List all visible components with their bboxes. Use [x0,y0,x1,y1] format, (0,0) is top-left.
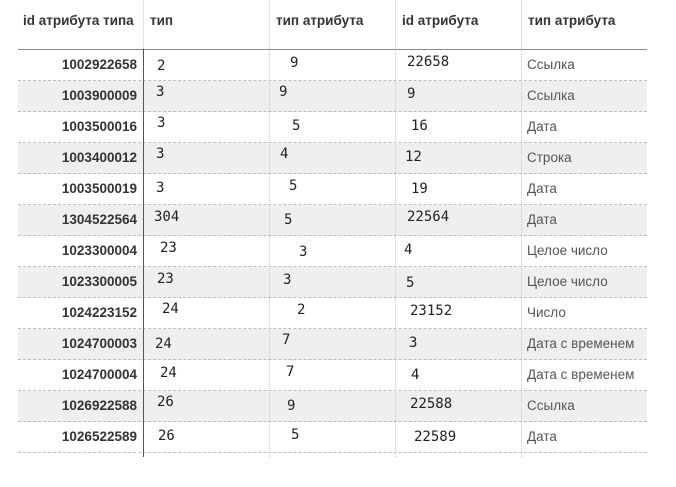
cell-type-name: Дата [527,181,557,196]
cell-attr-type: 5 [292,118,301,134]
cell-id-type-attr: 1003900009 [61,88,137,103]
attribute-types-table: id атрибута типа тип тип атрибута id атр… [18,0,647,457]
cell-id-type-attr: 1024700003 [61,336,137,351]
column-divider [521,49,522,457]
cell-attr-type: 5 [291,427,300,443]
table-header: id атрибута типа тип тип атрибута id атр… [18,0,647,50]
cell-id-type-attr: 1026522589 [61,429,137,444]
table-row: 1003500019 3 5 19 Дата [18,174,647,205]
cell-attr-type: 7 [282,332,291,348]
table-row: 1024223152 24 2 23152 Число [18,298,647,329]
cell-id-type-attr: 1304522564 [61,212,137,227]
table-row: 1003900009 3 9 9 Ссылка [18,81,647,112]
header-attr-id: id атрибута [402,13,479,28]
cell-type-name: Дата с временем [527,336,635,351]
cell-id-type-attr: 1024700004 [61,367,137,382]
cell-type: 3 [156,146,165,162]
cell-id-type-attr: 1003500016 [61,119,137,134]
cell-type: 26 [157,394,174,410]
cell-attr-type: 2 [297,302,306,318]
main-divider [143,49,144,457]
table-row: 1024700004 24 7 4 Дата с временем [18,360,647,391]
table-row: 1023300005 23 3 5 Целое число [18,267,647,298]
header-id-type-attr: id атрибута типа [23,13,134,28]
cell-attr-id: 23152 [410,303,453,319]
cell-attr-type: 5 [289,178,298,194]
cell-attr-type: 5 [284,212,293,228]
cell-type: 3 [156,84,165,100]
header-divider [143,0,144,49]
table-row: 1026522589 26 5 22589 Дата [18,422,647,453]
cell-attr-id: 5 [406,275,415,291]
cell-attr-type: 3 [283,272,292,288]
cell-type: 3 [157,115,166,131]
cell-type-name: Дата [527,212,557,227]
cell-attr-type: 7 [286,364,295,380]
column-divider [395,49,396,457]
cell-attr-id: 4 [404,242,413,258]
cell-type-name: Ссылка [527,88,575,103]
cell-attr-id: 16 [411,118,428,134]
table-row: 1024700003 24 7 3 Дата с временем [18,329,647,360]
cell-id-type-attr: 1023300004 [61,243,137,258]
cell-attr-type: 9 [287,398,296,414]
cell-id-type-attr: 1002922658 [61,57,137,72]
table-row: 1026922588 26 9 22588 Ссылка [18,391,647,422]
table-row: 1003500016 3 5 16 Дата [18,112,647,143]
cell-type-name: Строка [527,150,572,165]
cell-id-type-attr: 1024223152 [61,305,137,320]
cell-attr-type: 3 [299,244,308,260]
table-row: 1003400012 3 4 12 Строка [18,143,647,174]
header-divider [269,0,270,49]
cell-type: 3 [156,180,165,196]
cell-attr-id: 4 [411,367,420,383]
cell-type-name: Ссылка [527,398,575,413]
cell-attr-id: 19 [411,181,428,197]
table-row: 1304522564 304 5 22564 Дата [18,205,647,236]
cell-type: 24 [155,336,172,352]
cell-attr-type: 4 [280,146,289,162]
header-attr-type: тип атрибута [276,13,364,28]
cell-type: 23 [160,240,177,256]
cell-type-name: Ссылка [527,57,575,72]
cell-attr-id: 22658 [407,54,450,70]
cell-type-name: Число [527,305,566,320]
cell-type-name: Дата с временем [527,367,635,382]
header-type: тип [150,13,174,28]
table-row: 1002922658 2 9 22658 Ссылка [18,50,647,81]
cell-attr-id: 12 [405,149,422,165]
cell-type: 24 [162,301,179,317]
cell-attr-id: 3 [409,335,418,351]
header-divider [395,0,396,49]
cell-type: 24 [160,365,177,381]
cell-type: 23 [157,271,174,287]
cell-id-type-attr: 1023300005 [61,274,137,289]
cell-attr-type: 9 [290,55,299,71]
cell-id-type-attr: 1003500019 [61,181,137,196]
cell-type-name: Целое число [527,243,608,258]
table-body: 1002922658 2 9 22658 Ссылка 1003900009 3 9 9 Ссыл… [18,50,647,453]
column-divider [269,49,270,457]
cell-id-type-attr: 1026922588 [61,398,137,413]
table-row: 1023300004 23 3 4 Целое число [18,236,647,267]
cell-id-type-attr: 1003400012 [61,150,137,165]
cell-type-name: Дата [527,429,557,444]
cell-attr-id: 9 [407,86,416,102]
header-divider [521,0,522,49]
header-type-name: тип атрибута [528,13,616,28]
cell-type: 26 [158,428,175,444]
cell-type-name: Целое число [527,274,608,289]
cell-attr-id: 22564 [407,209,450,225]
cell-attr-type: 9 [279,84,288,100]
cell-attr-id: 22588 [410,396,453,412]
cell-type: 304 [154,209,180,225]
cell-type: 2 [157,58,166,74]
cell-attr-id: 22589 [414,429,457,445]
cell-type-name: Дата [527,119,557,134]
